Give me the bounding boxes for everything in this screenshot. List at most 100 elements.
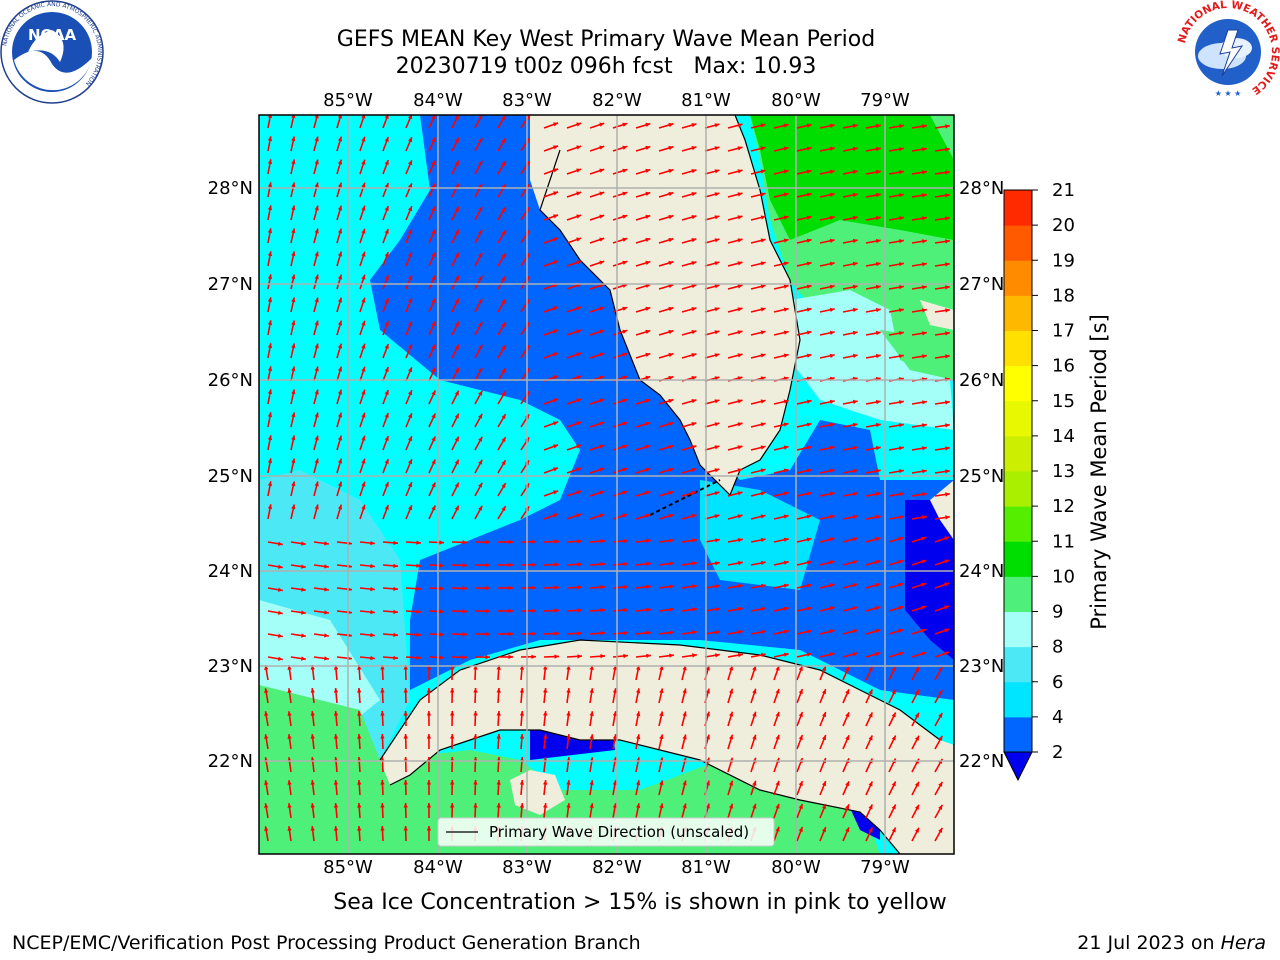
colorbar-tick-label: 18	[1052, 285, 1075, 306]
wave-arrow-head	[922, 170, 927, 175]
wave-arrow-head	[454, 229, 459, 235]
wave-arrow-head	[278, 587, 283, 592]
wave-arrow-head	[324, 541, 329, 546]
wave-arrow-head	[806, 491, 812, 496]
wave-arrow-head	[287, 826, 292, 831]
lon-label-top: 82°W	[592, 90, 642, 111]
wave-arrow-head	[783, 422, 789, 427]
wave-arrow-head	[393, 655, 398, 660]
wave-arrow-head	[314, 481, 319, 487]
wave-arrow-head	[944, 559, 950, 564]
wave-arrow-head	[691, 169, 697, 174]
wave-arrow-head	[576, 490, 582, 495]
wave-arrow-head	[553, 421, 559, 426]
wave-arrow-head	[845, 827, 850, 833]
wave-arrow-head	[806, 284, 812, 289]
lon-label-top: 81°W	[681, 90, 731, 111]
wave-arrow-head	[600, 631, 605, 636]
wave-arrow-head	[682, 711, 687, 717]
colorbar-tick-label: 6	[1052, 672, 1063, 693]
wave-arrow-head	[783, 560, 789, 565]
wave-arrow-head	[899, 400, 904, 405]
wave-arrow-head	[553, 168, 559, 173]
wave-arrow-head	[852, 399, 858, 405]
wave-arrow-head	[314, 115, 319, 119]
wave-arrow-head	[501, 391, 506, 397]
wave-arrow-head	[922, 515, 927, 520]
wave-arrow-head	[899, 492, 904, 497]
wave-arrow-head	[636, 688, 641, 694]
wave-arrow-head	[478, 137, 483, 143]
wave-arrow-head	[891, 735, 896, 741]
wave-arrow-head	[875, 169, 881, 175]
wave-arrow-head	[267, 458, 273, 464]
wave-arrow-head	[737, 422, 743, 427]
wave-arrow-head	[668, 191, 674, 197]
wave-arrow-head	[310, 826, 315, 831]
wave-arrow-head	[659, 711, 664, 717]
wave-arrow-head	[714, 445, 720, 450]
wave-arrow-head	[553, 352, 559, 357]
wave-arrow-head	[301, 610, 306, 615]
wave-arrow-head	[431, 275, 436, 281]
wave-arrow-head	[945, 492, 950, 497]
wave-arrow-head	[310, 780, 315, 785]
wave-arrow-head	[543, 665, 548, 670]
wave-arrow-head	[384, 298, 389, 303]
wave-arrow-head	[393, 540, 398, 545]
wave-arrow-head	[921, 628, 927, 633]
wave-arrow-head	[899, 308, 904, 313]
wave-arrow-head	[416, 563, 421, 568]
wave-arrow-head	[310, 665, 315, 670]
wave-arrow-head	[361, 228, 366, 234]
wave-arrow-head	[501, 115, 506, 121]
wave-arrow-head	[501, 437, 506, 443]
wave-arrow-head	[291, 458, 296, 464]
wave-arrow-head	[485, 539, 490, 545]
wave-arrow-head	[783, 491, 789, 496]
wave-arrow-head	[589, 688, 594, 693]
wave-arrow-head	[775, 711, 780, 717]
lon-label-top: 84°W	[413, 90, 463, 111]
wave-arrow-head	[370, 540, 375, 546]
wave-arrow-head	[845, 666, 850, 672]
wave-arrow-head	[403, 711, 408, 716]
wave-arrow-head	[267, 136, 273, 142]
wave-arrow-head	[760, 652, 766, 658]
wave-arrow-head	[370, 586, 375, 592]
wave-arrow-head	[622, 444, 628, 449]
wave-arrow-head	[806, 261, 812, 266]
wave-arrow-head	[439, 563, 444, 568]
wave-arrow-head	[691, 146, 697, 151]
wave-arrow-head	[599, 329, 605, 334]
wave-arrow-head	[668, 260, 674, 266]
wave-arrow-head	[945, 515, 950, 520]
wave-arrow-head	[599, 398, 605, 403]
wave-arrow-head	[798, 827, 803, 832]
wave-arrow-head	[370, 632, 375, 638]
wave-arrow-head	[760, 560, 766, 566]
wave-arrow-head	[384, 160, 389, 165]
wave-arrow-head	[416, 632, 421, 637]
wave-arrow-head	[478, 160, 483, 166]
wave-arrow-head	[875, 353, 881, 359]
wave-arrow-head	[361, 251, 366, 257]
wave-arrow-head	[668, 352, 674, 358]
wave-arrow-head	[357, 803, 362, 808]
wave-arrow-head	[576, 352, 582, 357]
wave-arrow-head	[473, 780, 478, 785]
wave-arrow-head	[576, 375, 582, 380]
wave-arrow-head	[622, 191, 628, 196]
wave-arrow-head	[692, 584, 697, 589]
footer-date: 21 Jul 2023 on Hera	[1077, 932, 1266, 954]
wave-arrow-head	[576, 329, 582, 334]
wave-arrow-head	[287, 688, 292, 693]
wave-arrow-head	[760, 215, 766, 220]
colorbar-tick-label: 2	[1052, 742, 1063, 763]
wave-arrow-head	[278, 541, 283, 546]
wave-arrow-head	[875, 583, 881, 588]
wave-arrow-head	[645, 467, 651, 472]
wave-arrow-head	[361, 115, 366, 119]
wave-arrow-head	[938, 712, 943, 718]
